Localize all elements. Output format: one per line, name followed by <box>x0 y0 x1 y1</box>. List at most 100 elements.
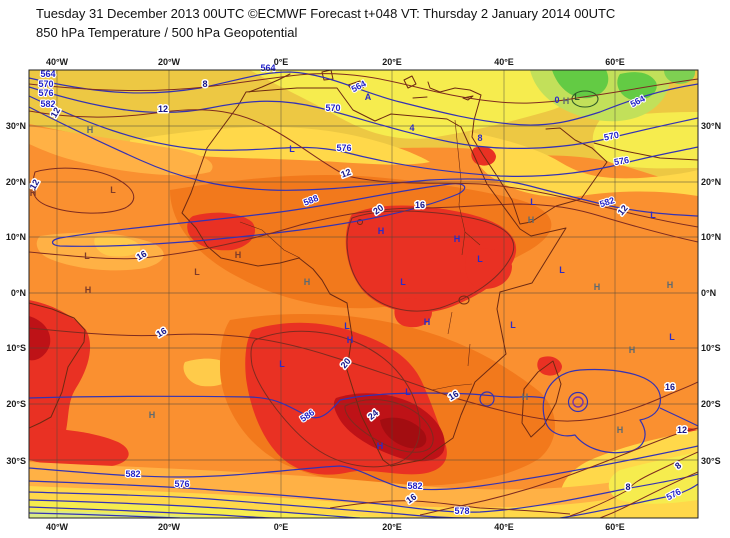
levant-turkey-coast <box>427 81 482 138</box>
low-marker: L <box>510 320 516 330</box>
geo-contour-586-south <box>29 392 546 419</box>
high-marker: H <box>235 250 242 260</box>
low-marker: L <box>289 144 295 154</box>
temp-contour-20-north-loop <box>346 210 515 312</box>
geopotential-contour-label: 578 <box>454 506 469 516</box>
high-marker: H <box>378 226 385 236</box>
crete <box>412 96 428 99</box>
low-marker: L <box>110 185 116 195</box>
high-marker: H <box>377 441 384 451</box>
temp-contour-16-north <box>29 203 698 260</box>
high-marker: H <box>30 188 37 198</box>
chart-header: Tuesday 31 December 2013 00UTC ©ECMWF Fo… <box>36 4 615 42</box>
lake-victoria <box>458 295 470 305</box>
lon-label-bottom: 20°E <box>382 522 402 532</box>
sicily <box>347 80 365 91</box>
geo-contour-564 <box>29 71 698 126</box>
temp-contour-20-south-loop <box>250 330 421 468</box>
lat-label-right: 20°S <box>701 399 721 409</box>
sudan-ethiopia-red <box>345 205 517 313</box>
temp-contour-8-southeast-1 <box>569 451 698 517</box>
temperature-contour-label: 12 <box>158 104 168 114</box>
south-america-dark-red <box>29 316 51 361</box>
lon-label-top: 20°E <box>382 57 402 67</box>
high-marker: H <box>594 282 601 292</box>
lon-label-bottom: 60°E <box>605 522 625 532</box>
geo-contour-570 <box>29 86 698 149</box>
high-marker: H <box>454 234 461 244</box>
temp-contour-24-loop <box>344 399 434 453</box>
field-marker: 4 <box>409 123 414 133</box>
low-marker: L <box>559 265 565 275</box>
mediterranean-yellow <box>250 70 590 139</box>
low-marker: L <box>194 267 200 277</box>
lon-label-top: 40°E <box>494 57 514 67</box>
axis-labels: 40°W 20°W 0°E 20°E 40°E 60°E40°W 20°W 0°E 20°E 40… <box>6 57 721 532</box>
high-marker: H <box>424 317 431 327</box>
high-marker: H <box>528 215 535 225</box>
geopotential-contour-label: 582 <box>125 469 140 479</box>
lon-label-top: 0°E <box>274 57 289 67</box>
geo-contour-576 <box>29 95 698 177</box>
field-marker: 0 <box>554 95 559 105</box>
geopotential-contour-label: 576 <box>613 155 630 167</box>
low-marker: L <box>530 197 536 207</box>
geopotential-contour-label: 576 <box>336 143 351 153</box>
madagascar-coastline <box>521 360 562 438</box>
high-marker: H <box>87 125 94 135</box>
temp-contour-12-southeast <box>419 427 698 516</box>
cyclone-middle-ring <box>567 391 589 413</box>
green-patch-2 <box>617 72 657 101</box>
temperature-shading-layer <box>29 70 698 518</box>
lon-label-bottom: 20°W <box>158 522 181 532</box>
latlon-grid <box>29 70 698 518</box>
high-marker: H <box>617 425 624 435</box>
map-frame <box>28 69 699 519</box>
temp-contour-12-west-loop <box>32 167 135 214</box>
temperature-contour-label: 16 <box>665 382 675 392</box>
geopotential-contour-label: 564 <box>260 63 275 73</box>
southeast-pale-yellow-patch <box>608 452 698 504</box>
low-marker: L <box>344 321 350 331</box>
geo-contour-588-ridge <box>51 183 466 247</box>
low-marker: L <box>84 251 90 261</box>
cyclone-inner-ring <box>572 396 584 408</box>
geo-contour-586-east <box>659 407 698 427</box>
geopotential-contour-label: 582 <box>407 481 422 491</box>
low-marker: L <box>405 387 411 397</box>
lon-label-top: 40°W <box>46 57 69 67</box>
closed-low-mozambique-channel <box>479 391 495 407</box>
high-marker: H <box>304 277 311 287</box>
high-marker: H <box>149 410 156 420</box>
temperature-contour-label: 8 <box>625 482 630 492</box>
karoo-maroon-core <box>380 417 427 449</box>
southern-pale-green-band <box>29 510 250 518</box>
lon-label-bottom: 40°W <box>46 522 69 532</box>
geo-contour-unlabeled-1 <box>29 499 361 518</box>
field-marker: 8 <box>477 133 482 143</box>
lat-label-left: 20°S <box>6 399 26 409</box>
chart-title-line1: Tuesday 31 December 2013 00UTC ©ECMWF Fo… <box>36 6 616 21</box>
low-marker: L <box>669 332 675 342</box>
geo-contour-582-north <box>29 106 698 217</box>
lat-label-right: 30°S <box>701 456 721 466</box>
low-marker: L <box>279 359 285 369</box>
geopotential-contour-label: 576 <box>174 479 189 489</box>
temperature-contours <box>29 73 698 518</box>
lat-label-right: 0°N <box>701 288 716 298</box>
lon-label-bottom: 0°E <box>274 522 289 532</box>
africa-coastline <box>181 87 567 467</box>
temp-contour-8-southeast-2 <box>599 471 698 518</box>
lat-label-right: 30°N <box>701 121 721 131</box>
temp-contour-16-south <box>29 327 698 422</box>
south-america-coastline <box>29 302 86 429</box>
geo-contour-unlabeled-2 <box>29 506 281 518</box>
low-marker: L <box>400 277 406 287</box>
iran-coastline <box>593 142 698 161</box>
geo-contour-576-south <box>29 491 471 518</box>
geo-contour-582-south <box>29 445 698 491</box>
lat-label-left: 10°N <box>6 232 26 242</box>
geopotential-contour-label: 576 <box>38 88 53 98</box>
